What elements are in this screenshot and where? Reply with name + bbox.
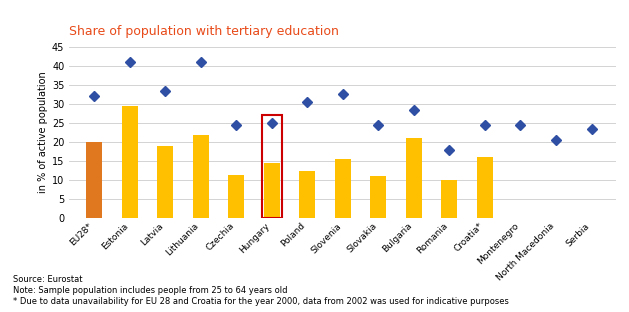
Y-axis label: in % of active population: in % of active population [38,72,48,193]
Bar [477,157,493,218]
Bar [262,115,282,218]
Bar [121,106,138,218]
Text: * Due to data unavailability for EU 28 and Croatia for the year 2000, data from : * Due to data unavailability for EU 28 a… [13,297,508,306]
Bar [406,138,422,218]
Bar [370,177,386,218]
Text: Source: Eurostat: Source: Eurostat [13,275,82,284]
Bar [157,146,173,218]
Text: Note: Sample population includes people from 25 to 64 years old: Note: Sample population includes people … [13,286,287,295]
Bar [299,171,315,218]
Bar [442,180,457,218]
Bar [335,159,351,218]
Bar [264,163,280,218]
Bar [86,142,102,218]
Bar [228,174,244,218]
Text: Share of population with tertiary education: Share of population with tertiary educat… [69,25,339,38]
Bar [192,134,209,218]
